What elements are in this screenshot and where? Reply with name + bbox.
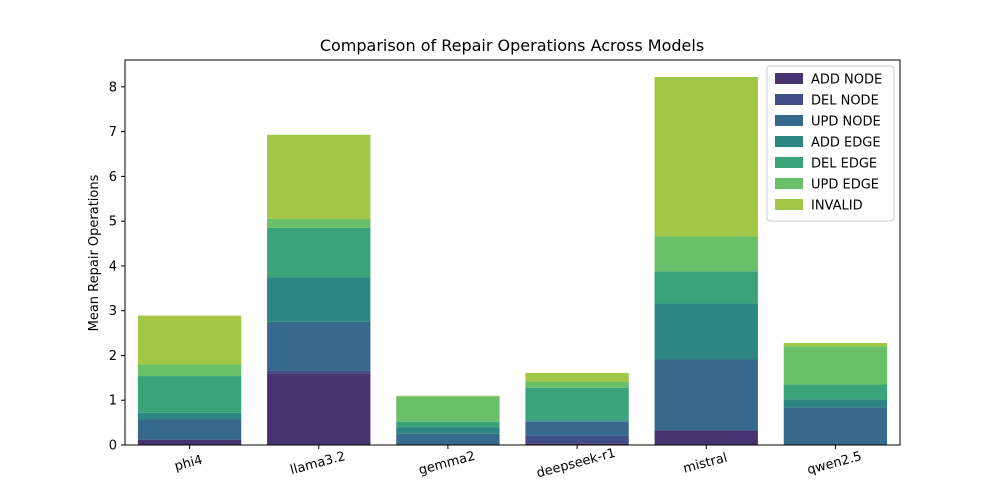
bar-deepseek-r1-add-edge [525,420,628,421]
legend-swatch [775,199,803,210]
legend-swatch [775,115,803,126]
bar-deepseek-r1-del-node [525,436,628,444]
legend-swatch [775,157,803,168]
y-tick-label: 5 [109,215,117,230]
bar-phi4-add-node [138,440,241,445]
x-axis: phi4 llama3.2 gemma2 deepseek-r1 mistral qwen… [173,445,863,481]
bar-qwen2.5-upd-node [784,407,887,444]
x-tick-label: phi4 [173,453,204,475]
bar-llama3.2-add-node [267,373,370,445]
bar-gemma2-add-edge [396,427,499,434]
x-tick-label: gemma2 [417,449,477,478]
legend: ADD NODE DEL NODE UPD NODE ADD EDGE DEL EDGE… [767,66,894,221]
legend-label: UPD NODE [811,115,881,130]
bar-mistral-del-edge [655,271,758,303]
y-tick-label: 1 [109,394,117,409]
legend-swatch [775,178,803,189]
x-tick-label: mistral [682,451,729,477]
bar-gemma2-invalid [396,396,499,397]
bar-llama3.2-upd-edge [267,219,370,228]
legend-label: ADD NODE [811,73,882,88]
legend-swatch [775,73,803,84]
bar-llama3.2-add-edge [267,277,370,322]
bar-deepseek-r1-del-edge [525,388,628,421]
bar-llama3.2-upd-node [267,322,370,370]
bar-phi4-add-edge [138,413,241,420]
bar-qwen2.5-del-edge [784,385,887,400]
y-axis-label: Mean Repair Operations [87,174,102,331]
y-tick-label: 3 [109,304,117,319]
bar-llama3.2-invalid [267,135,370,219]
bar-gemma2-upd-node [396,434,499,445]
bar-mistral-invalid [655,77,758,236]
bar-mistral-upd-edge [655,236,758,271]
y-tick-label: 8 [109,80,117,95]
bar-qwen2.5-add-edge [784,399,887,407]
legend-label: UPD EDGE [811,178,879,193]
bar-mistral-add-node [655,430,758,445]
bar-mistral-add-edge [655,304,758,360]
bar-llama3.2-del-node [267,370,370,373]
legend-label: INVALID [811,199,863,214]
x-tick-label: llama3.2 [289,449,347,478]
x-tick-label: deepseek-r1 [535,446,617,481]
bar-phi4-upd-node [138,419,241,439]
x-tick-label: qwen2.5 [806,449,864,478]
bar-deepseek-r1-upd-edge [525,381,628,387]
bar-llama3.2-del-edge [267,228,370,277]
legend-swatch [775,94,803,105]
legend-swatch [775,136,803,147]
y-tick-label: 6 [109,170,117,185]
bar-deepseek-r1-invalid [525,373,628,382]
bar-phi4-invalid [138,316,241,365]
y-tick-label: 0 [109,439,117,454]
bar-gemma2-upd-edge [396,397,499,422]
bar-gemma2-del-edge [396,422,499,427]
bar-phi4-upd-edge [138,364,241,376]
bar-deepseek-r1-upd-node [525,422,628,436]
y-tick-label: 7 [109,125,117,140]
legend-label: DEL NODE [811,94,879,109]
bar-qwen2.5-upd-edge [784,347,887,385]
y-axis: 0 1 2 3 4 5 6 7 8 [109,80,125,453]
legend-label: ADD EDGE [811,136,881,151]
bar-phi4-del-edge [138,376,241,413]
bar-mistral-upd-node [655,359,758,430]
bar-qwen2.5-invalid [784,343,887,347]
y-tick-label: 4 [109,259,117,274]
y-tick-label: 2 [109,349,117,364]
chart-title: Comparison of Repair Operations Across M… [320,36,704,55]
legend-label: DEL EDGE [811,157,877,172]
